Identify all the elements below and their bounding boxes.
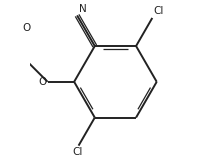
Text: Cl: Cl <box>73 147 83 157</box>
Text: O: O <box>39 77 47 87</box>
Text: N: N <box>79 4 86 14</box>
Text: O: O <box>23 23 31 33</box>
Text: Cl: Cl <box>154 6 164 16</box>
